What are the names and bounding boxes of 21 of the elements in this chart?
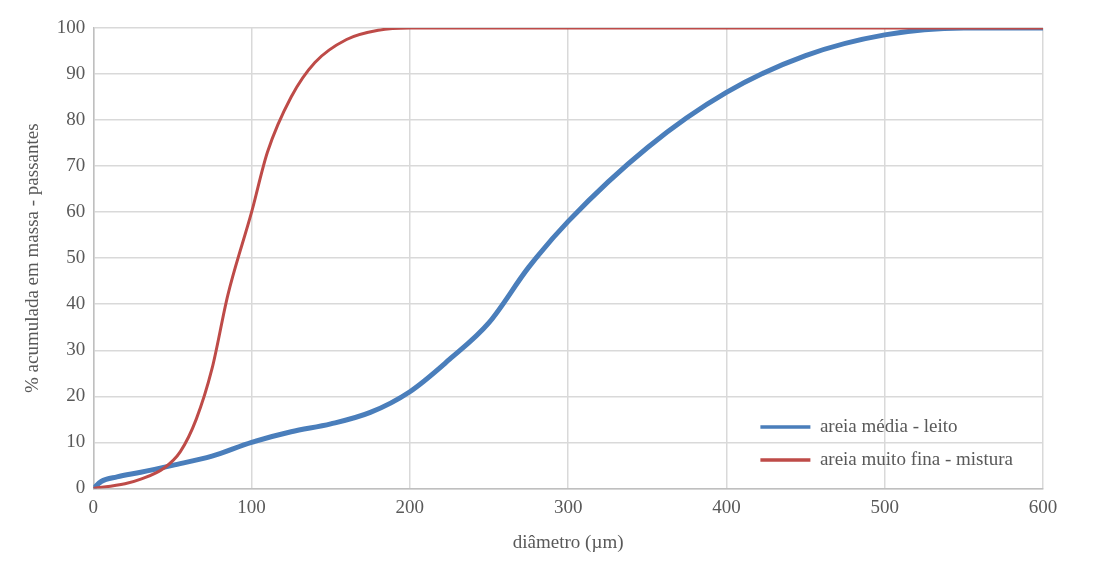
x-tick-label: 600 [1028, 495, 1058, 517]
y-tick-label: 100 [56, 15, 86, 37]
y-tick-label: 0 [75, 476, 86, 498]
y-tick-label: 80 [66, 108, 86, 130]
x-tick-label: 200 [395, 495, 425, 517]
y-tick-label: 20 [66, 384, 86, 406]
y-tick-label: 40 [66, 292, 86, 314]
x-tick-label: 100 [237, 495, 266, 517]
y-tick-label: 70 [66, 154, 86, 176]
legend-label: areia muito fina - mistura [819, 447, 1014, 469]
x-axis-title: diâmetro (µm) [512, 530, 624, 553]
y-axis-title: % acumulada em massa - passantes [21, 123, 43, 393]
y-tick-label: 30 [66, 338, 86, 360]
legend-label: areia média - leito [819, 414, 958, 436]
x-tick-label: 500 [870, 495, 899, 517]
y-tick-label: 90 [66, 62, 86, 84]
y-tick-label: 50 [66, 246, 86, 268]
y-tick-label: 10 [66, 430, 86, 452]
x-tick-label: 400 [712, 495, 741, 517]
y-tick-label: 60 [66, 200, 86, 222]
x-tick-label: 300 [553, 495, 583, 517]
